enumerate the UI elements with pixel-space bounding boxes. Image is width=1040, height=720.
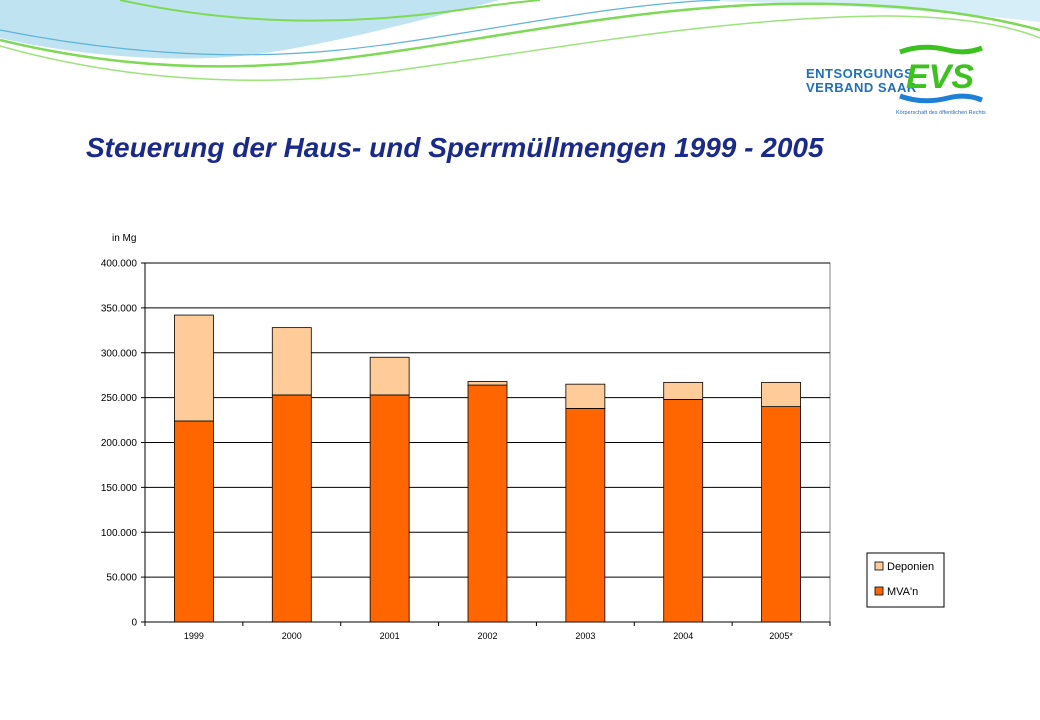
- y-tick-label: 400.000: [101, 259, 138, 270]
- wave-green-line-1: [0, 2, 1040, 68]
- evs-logo-mark: EVS: [899, 44, 983, 104]
- bar-segment: [369, 394, 410, 623]
- bar-segment: [663, 381, 704, 400]
- bar-segment: [467, 384, 508, 623]
- x-tick-label: 1999: [184, 631, 204, 641]
- wave-green-line-2: [0, 15, 1040, 81]
- x-tick-label: 2001: [380, 631, 400, 641]
- x-tick-label: 2000: [282, 631, 302, 641]
- wave-blue-band-right: [560, 0, 1040, 22]
- y-tick-label: 300.000: [101, 348, 138, 359]
- header-wave-decoration: [0, 0, 1040, 81]
- legend-label: MVA'n: [887, 586, 918, 598]
- bar-segment: [663, 399, 704, 623]
- evs-logo: ENTSORGUNGS VERBAND SAAR EVS Körperschaf…: [800, 42, 990, 122]
- x-tick-label: 2002: [477, 631, 497, 641]
- y-tick-label: 50.000: [106, 573, 137, 584]
- bar-segment: [467, 381, 508, 386]
- wave-blue-line: [0, 0, 721, 56]
- bar-segment: [271, 327, 312, 396]
- bar-segment: [565, 407, 606, 623]
- y-unit-label: in Mg: [112, 233, 136, 244]
- wave-blue-band: [0, 0, 500, 59]
- legend-label: Deponien: [887, 561, 934, 573]
- x-tick-label: 2003: [575, 631, 595, 641]
- bar-segment: [565, 383, 606, 409]
- y-tick-label: 150.000: [101, 483, 138, 494]
- x-tick-label: 2005*: [769, 631, 793, 641]
- legend-swatch: [874, 586, 884, 596]
- logo-line-2: VERBAND SAAR: [806, 80, 917, 95]
- chart-layer: 0 50.000 100.000 150.000 200.000 250.000 300.0…: [101, 233, 945, 641]
- legend-swatch: [874, 561, 884, 571]
- bar-segment: [174, 314, 214, 422]
- x-tick-label: 2004: [673, 631, 693, 641]
- bar-segment: [174, 420, 214, 623]
- y-tick-label: 0: [131, 618, 137, 629]
- wave-green-line-top: [119, 0, 541, 22]
- y-tick-label: 250.000: [101, 393, 138, 404]
- y-tick-label: 100.000: [101, 528, 138, 539]
- logo-mark-text: EVS: [906, 58, 974, 96]
- bar-segment: [369, 356, 410, 396]
- logo-subtitle: Körperschaft des öffentlichen Rechts: [896, 110, 986, 116]
- logo-line-1: ENTSORGUNGS: [806, 66, 914, 81]
- y-tick-label: 200.000: [101, 438, 138, 449]
- page-title: Steuerung der Haus- und Sperrmüllmengen …: [86, 132, 824, 163]
- bar-segment: [761, 406, 801, 623]
- bar-segment: [761, 381, 801, 407]
- y-tick-label: 350.000: [101, 303, 138, 314]
- bar-segment: [271, 394, 312, 623]
